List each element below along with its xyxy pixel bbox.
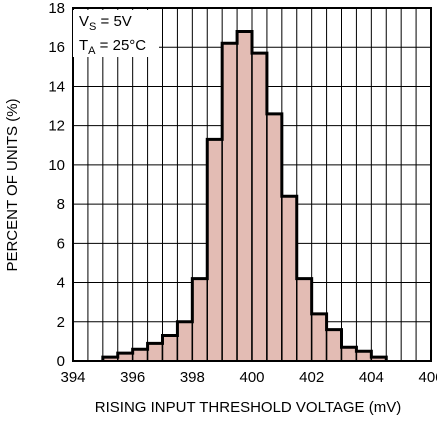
y-tick-label: 12 xyxy=(48,118,65,135)
y-tick-label: 16 xyxy=(48,39,65,56)
histogram-bar xyxy=(146,342,164,362)
y-tick-label: 10 xyxy=(48,157,65,174)
histogram-step-outline xyxy=(101,30,388,361)
histogram-outline xyxy=(101,30,388,361)
x-axis-title: RISING INPUT THRESHOLD VOLTAGE (mV) xyxy=(95,399,401,416)
histogram-bar xyxy=(251,52,268,362)
histogram-bar xyxy=(176,321,194,362)
x-tick-label: 406 xyxy=(418,369,437,386)
plot-frame xyxy=(72,7,432,362)
y-tick-label: 18 xyxy=(48,0,65,17)
x-tick-label: 402 xyxy=(299,369,324,386)
y-axis-title: PERCENT OF UNITS (%) xyxy=(4,98,21,271)
histogram-bar xyxy=(325,328,343,362)
y-tick-label: 14 xyxy=(48,78,65,95)
supply-voltage-annotation: VS = 5V xyxy=(79,13,132,33)
y-tick-label: 8 xyxy=(57,196,65,213)
histogram-bar xyxy=(281,195,298,362)
histogram-bar xyxy=(161,334,179,362)
histogram-bar xyxy=(206,138,223,362)
histogram-bar xyxy=(340,346,358,362)
histogram-bar xyxy=(266,113,283,362)
y-tick-label: 4 xyxy=(57,275,65,292)
histogram-bar xyxy=(221,42,238,362)
x-tick-label: 394 xyxy=(60,369,85,386)
histogram-bars xyxy=(102,30,388,362)
x-tick-labels: 394 396 398 400 402 404 406 xyxy=(60,369,437,386)
x-tick-label: 400 xyxy=(239,369,264,386)
temperature-annotation: TA = 25°C xyxy=(79,37,146,57)
y-tick-labels: 0 2 4 6 8 10 12 14 16 18 xyxy=(48,0,65,370)
x-tick-label: 398 xyxy=(180,369,205,386)
x-tick-label: 404 xyxy=(359,369,384,386)
histogram-bar xyxy=(310,313,328,362)
x-tick-label: 396 xyxy=(120,369,145,386)
histogram-bar xyxy=(131,348,149,362)
histogram-bar xyxy=(191,277,208,362)
histogram-bar xyxy=(296,277,313,362)
y-tick-label: 6 xyxy=(57,235,65,252)
conditions-box xyxy=(73,10,159,57)
histogram-bar xyxy=(236,30,253,362)
y-tick-label: 0 xyxy=(57,353,65,370)
y-tick-label: 2 xyxy=(57,314,65,331)
